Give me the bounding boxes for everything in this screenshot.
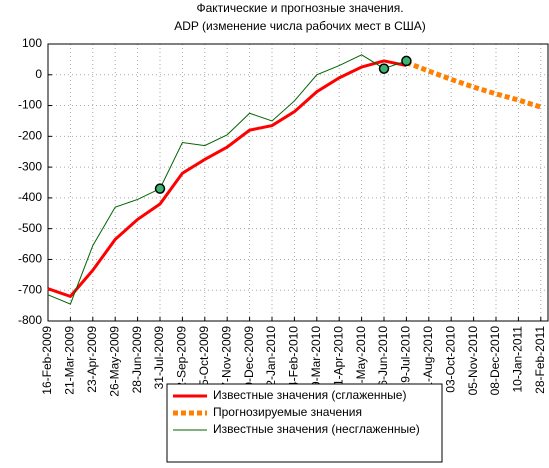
chart-title: Фактические и прогнозные значения. (196, 1, 403, 15)
legend-label: Известные значения (сглаженные) (213, 388, 406, 402)
y-tick-label: -200 (18, 129, 42, 143)
x-tick-label: 08-Dec-2010 (488, 326, 502, 396)
y-tick-label: -100 (18, 98, 42, 112)
x-tick-label: 05-Nov-2010 (466, 326, 480, 396)
x-tick-label: 12-Jan-2010 (264, 326, 278, 394)
x-tick-label: 10-Dec-2009 (242, 326, 256, 396)
x-tick-label: 26-May-2009 (107, 326, 121, 397)
x-tick-label: 31-Jul-2009 (152, 326, 166, 390)
y-tick-label: -400 (18, 190, 42, 204)
y-tick-label: -800 (18, 313, 42, 327)
legend-box (166, 383, 443, 463)
highlight-marker (154, 183, 166, 194)
chart-subtitle: ADP (изменение числа рабочих мест в США) (174, 19, 426, 33)
x-tick-label: 31-Aug-2010 (421, 326, 435, 396)
x-tick-label: 14-Feb-2010 (287, 326, 301, 395)
legend-label: Прогнозируемые значения (213, 405, 362, 419)
x-tick-label: 03-Oct-2010 (443, 326, 457, 393)
plot-area (48, 44, 548, 321)
x-tick-label: 21-Apr-2010 (331, 326, 345, 393)
x-tick-label: 28-Feb-2011 (533, 326, 547, 394)
x-tick-label: 29-Jul-2010 (399, 326, 413, 390)
y-tick-label: 100 (22, 36, 42, 50)
x-tick-label: 10-Jan-2011 (511, 326, 525, 393)
x-tick-label: 19-Mar-2010 (309, 326, 323, 395)
x-tick-label: 07-Nov-2009 (219, 326, 233, 396)
y-tick-label: 0 (35, 67, 42, 81)
series-line (405, 60, 542, 110)
x-tick-label: 16-Feb-2009 (40, 326, 54, 395)
series-line (47, 54, 407, 305)
highlight-marker (378, 63, 390, 74)
y-tick-label: -300 (18, 159, 42, 173)
x-tick-label: 23-Apr-2009 (85, 326, 99, 393)
highlight-marker (401, 55, 412, 67)
x-tick-label: 21-Mar-2009 (63, 326, 77, 395)
y-tick-label: -600 (18, 252, 42, 266)
y-tick-label: -700 (18, 282, 42, 296)
x-tick-label: 28-Jun-2009 (130, 326, 144, 394)
x-tick-label: 26-Jun-2010 (376, 326, 390, 394)
x-tick-label: 05-Oct-2009 (197, 326, 211, 393)
x-tick-label: 02-Sep-2009 (175, 326, 189, 396)
x-tick-label: 24-May-2010 (354, 326, 368, 397)
series-line (47, 59, 407, 299)
y-tick-label: -500 (18, 221, 42, 235)
legend-label: Известные значения (несглаженные) (213, 422, 420, 436)
plot-border (47, 43, 549, 322)
